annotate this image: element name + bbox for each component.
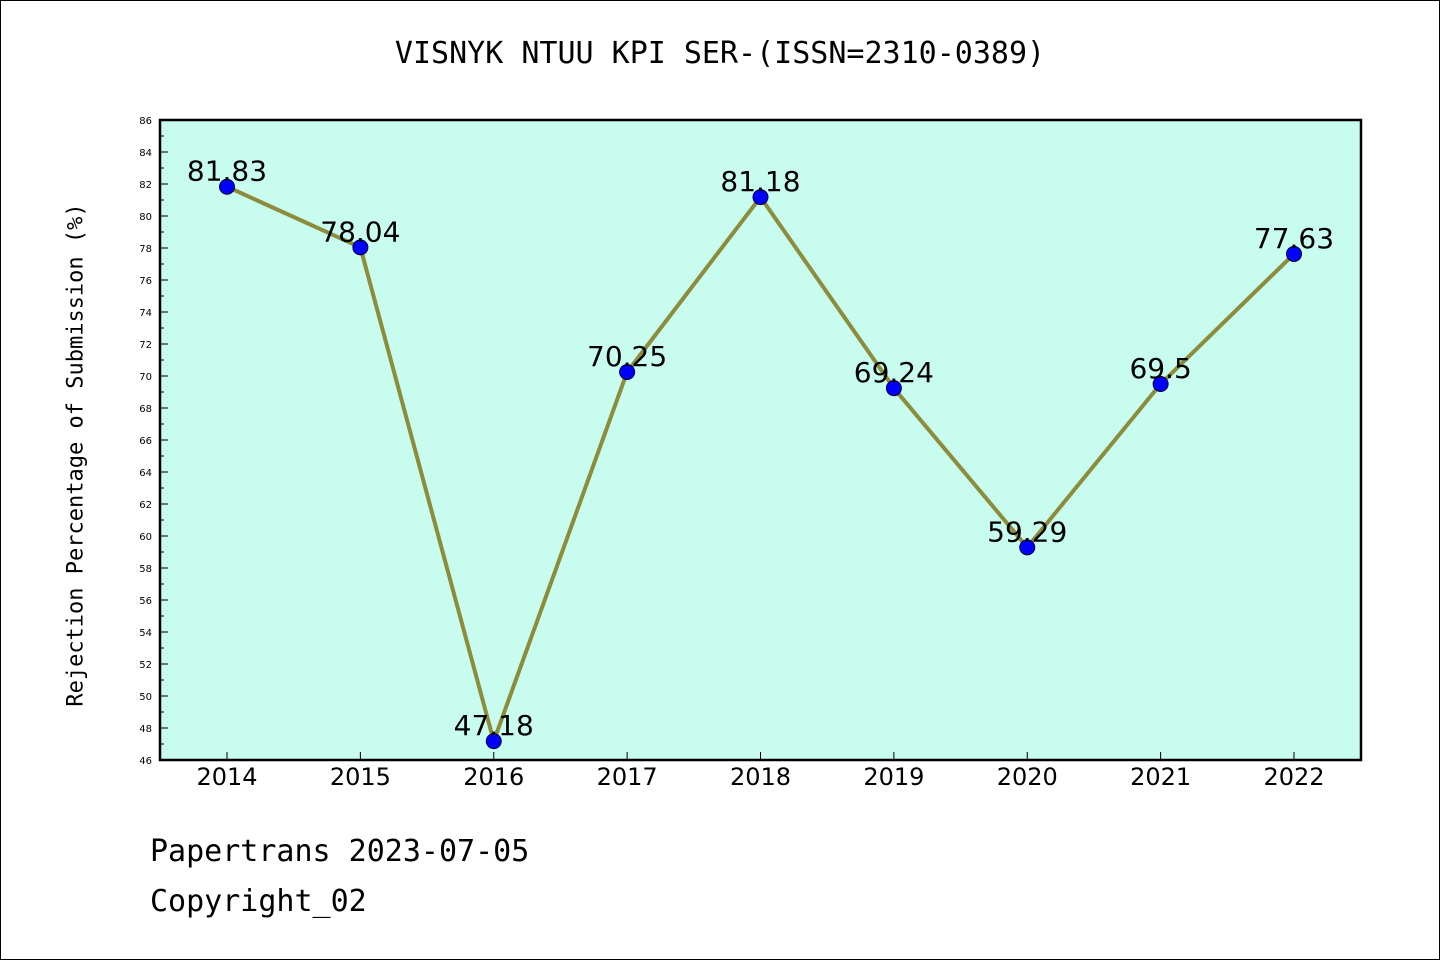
x-tick-label: 2015 <box>330 763 391 791</box>
y-tick-label: 76 <box>139 276 152 287</box>
data-label: 69.24 <box>854 356 934 389</box>
y-tick-label: 60 <box>139 532 152 543</box>
y-tick-label: 84 <box>139 148 152 159</box>
y-tick-label: 46 <box>139 756 152 767</box>
data-point <box>619 364 636 380</box>
y-axis: 46 48 50 52 54 56 58 60 62 64 66 68 70 72 74 76 78 80 82 84… <box>139 116 168 767</box>
x-axis: 2014 2015 2016 2017 2018 2019 2020 2021 2022 <box>196 752 1325 791</box>
x-tick-label: 2019 <box>863 763 924 791</box>
data-label: 70.25 <box>587 340 667 373</box>
y-tick-label: 86 <box>139 116 152 127</box>
chart-title: VISNYK NTUU KPI SER-(ISSN=2310-0389) <box>394 36 1046 71</box>
x-tick-label: 2017 <box>597 763 658 791</box>
y-tick-label: 82 <box>139 180 152 191</box>
y-tick-label: 50 <box>139 692 152 703</box>
x-tick-label: 2014 <box>196 763 257 791</box>
y-tick-label: 56 <box>139 596 152 607</box>
series-group <box>219 178 1302 750</box>
data-point <box>885 380 902 397</box>
data-labels: 81.83 78.04 47.18 70.25 81.18 69.24 59.29 69.5 7… <box>187 155 1334 742</box>
data-label: 59.29 <box>987 515 1067 548</box>
y-tick-label: 68 <box>139 404 152 415</box>
plot-area <box>160 120 1361 760</box>
data-point <box>485 733 502 750</box>
data-label: 47.18 <box>454 709 534 742</box>
data-point <box>219 178 235 195</box>
data-point <box>752 189 769 206</box>
y-tick-label: 80 <box>139 212 152 223</box>
y-tick-label: 78 <box>139 244 152 255</box>
data-point <box>1152 376 1169 392</box>
footer-source: Papertrans 2023-07-05 <box>150 834 530 869</box>
x-tick-label: 2022 <box>1263 763 1324 791</box>
data-point <box>1286 245 1302 262</box>
plot-border <box>158 118 1363 762</box>
y-tick-label: 74 <box>139 308 152 319</box>
y-tick-label: 62 <box>139 500 152 511</box>
data-label: 81.83 <box>187 155 267 188</box>
data-label: 81.18 <box>720 165 800 198</box>
y-tick-label: 72 <box>139 340 152 351</box>
x-tick-label: 2021 <box>1130 763 1191 791</box>
data-label: 77.63 <box>1254 222 1334 255</box>
y-tick-label: 58 <box>139 564 152 575</box>
data-point <box>1019 539 1036 556</box>
data-label: 69.5 <box>1129 352 1191 385</box>
y-tick-label: 64 <box>139 468 152 479</box>
data-label: 78.04 <box>320 215 400 248</box>
x-tick-label: 2018 <box>730 763 791 791</box>
y-tick-label: 52 <box>139 660 152 671</box>
x-tick-label: 2016 <box>463 763 524 791</box>
y-tick-label: 66 <box>139 436 152 447</box>
y-tick-label: 48 <box>139 724 152 735</box>
y-tick-label: 70 <box>139 372 152 383</box>
data-point <box>352 239 369 256</box>
y-tick-label: 54 <box>139 628 152 639</box>
footer-copyright: Copyright_02 <box>150 884 367 919</box>
x-tick-label: 2020 <box>997 763 1058 791</box>
